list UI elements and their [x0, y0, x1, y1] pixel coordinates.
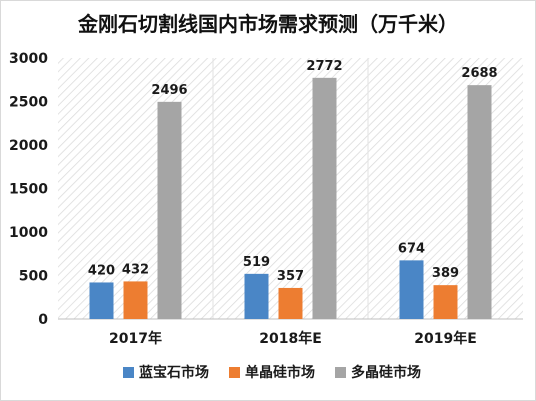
- x-tick-label: 2018年E: [259, 330, 322, 347]
- x-tick-label: 2019年E: [414, 330, 477, 347]
- bar: [244, 273, 269, 319]
- data-label: 2772: [306, 59, 342, 74]
- bar: [467, 85, 492, 319]
- y-tick-label: 3000: [9, 51, 48, 67]
- y-tick-label: 1000: [9, 225, 48, 241]
- bars: [89, 77, 492, 320]
- legend-swatch: [335, 367, 346, 378]
- data-labels: 420 432 2496 519 357 2772 674 389 2688: [88, 59, 498, 284]
- y-tick-label: 1500: [9, 182, 48, 198]
- legend: 蓝宝石市场 单晶硅市场 多晶硅市场: [123, 364, 421, 381]
- data-label: 432: [122, 262, 149, 277]
- bar: [123, 281, 148, 319]
- data-label: 357: [277, 269, 304, 284]
- x-tick-label: 2017年: [109, 330, 162, 347]
- bar: [312, 77, 337, 319]
- data-label: 2496: [151, 83, 187, 98]
- bar: [399, 260, 424, 319]
- data-label: 519: [243, 255, 270, 270]
- y-tick-label: 0: [38, 312, 48, 328]
- data-label: 420: [88, 263, 115, 278]
- bar: [433, 285, 458, 319]
- y-tick-label: 2500: [9, 95, 48, 111]
- legend-label: 多晶硅市场: [351, 364, 421, 381]
- legend-label: 蓝宝石市场: [139, 364, 209, 381]
- legend-swatch: [123, 367, 134, 378]
- plot-area: [58, 58, 523, 319]
- legend-label: 单晶硅市场: [245, 364, 315, 381]
- y-tick-label: 500: [19, 269, 48, 285]
- chart-title: 金刚石切割线国内市场需求预测（万千米）: [77, 12, 458, 36]
- data-label: 674: [398, 241, 425, 256]
- bar: [89, 282, 114, 319]
- bar: [278, 287, 303, 319]
- data-label: 389: [432, 266, 459, 281]
- data-label: 2688: [461, 66, 497, 81]
- legend-swatch: [229, 367, 240, 378]
- bar: [157, 101, 182, 320]
- y-axis-ticks: 0 500 1000 1500 2000 2500 3000: [9, 51, 48, 328]
- y-tick-label: 2000: [9, 138, 48, 154]
- x-axis-labels: 2017年 2018年E 2019年E: [109, 330, 477, 347]
